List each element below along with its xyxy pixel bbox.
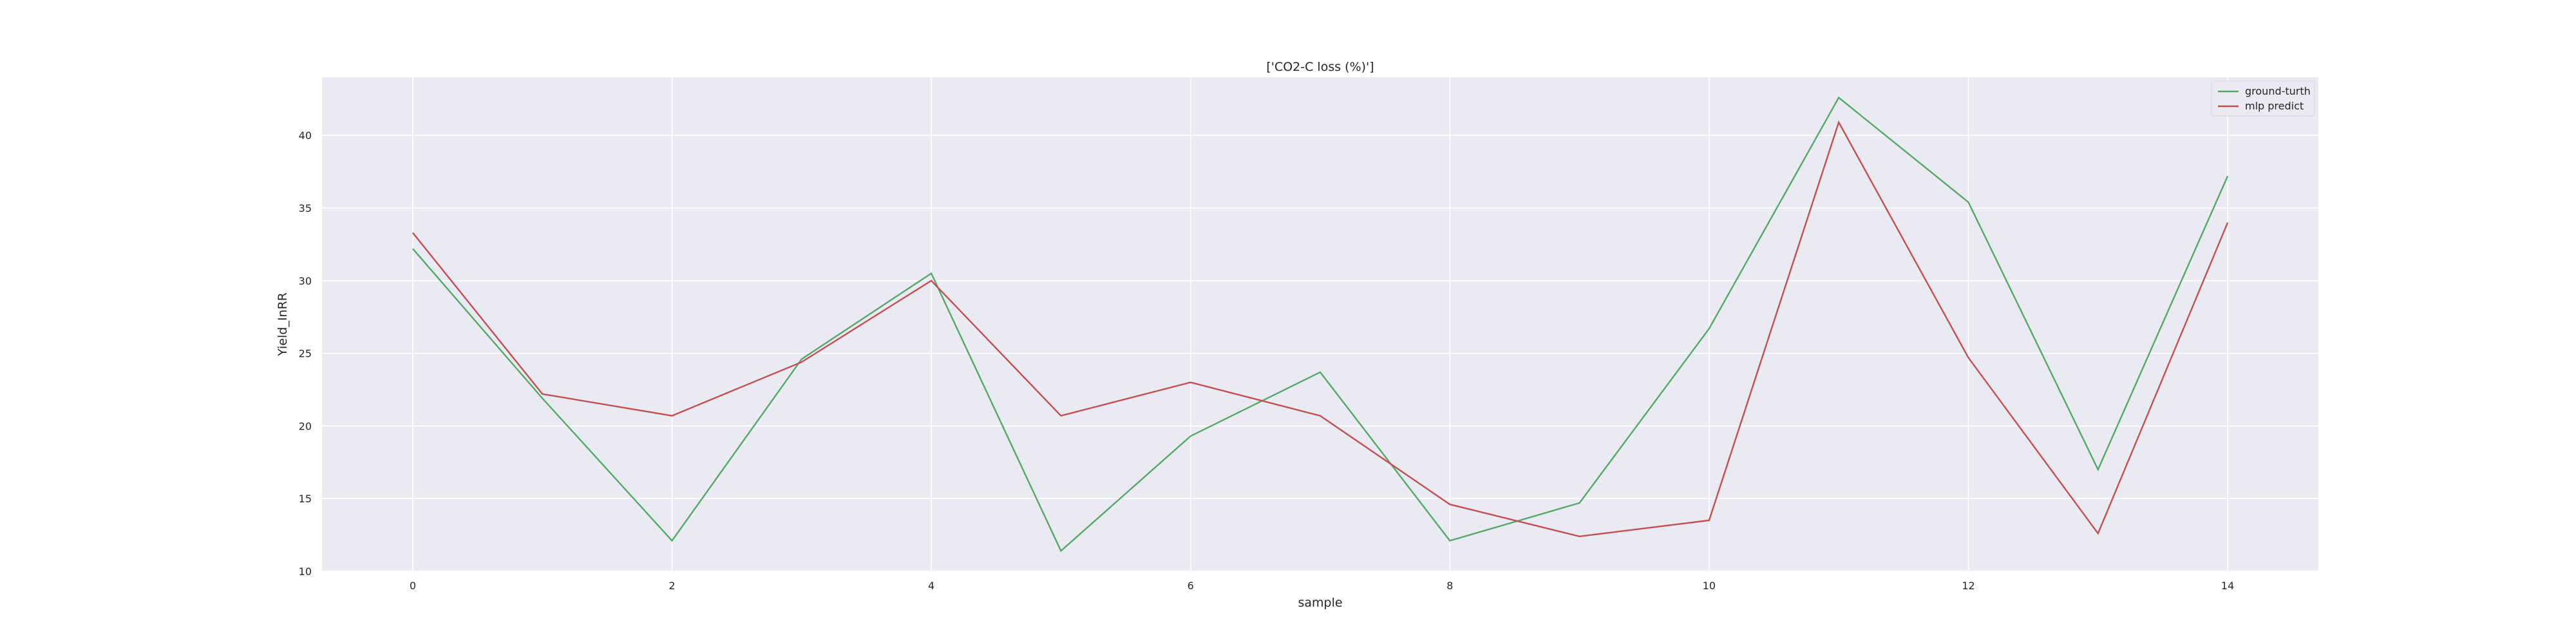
y-tick-label: 30 <box>299 275 312 287</box>
legend-label: ground-turth <box>2245 85 2311 97</box>
x-tick-label: 6 <box>1188 580 1194 592</box>
series-lines <box>412 96 2229 553</box>
legend-label: mlp predict <box>2245 100 2304 112</box>
series-line-2 <box>412 120 2229 538</box>
y-axis-label: Yield_InRR <box>276 292 290 357</box>
x-axis-label: sample <box>1298 596 1342 610</box>
y-tick-label: 35 <box>299 202 312 214</box>
grid-lines <box>322 77 2318 572</box>
x-tick-label: 8 <box>1446 580 1453 592</box>
y-tick-label: 25 <box>299 348 312 360</box>
x-tick-label: 14 <box>2221 580 2234 592</box>
chart-title: ['CO2-C loss (%)'] <box>1266 60 1374 74</box>
legend-box <box>2211 80 2315 117</box>
y-tick-label: 40 <box>299 129 312 142</box>
legend: ground-turth mlp predict <box>2211 80 2315 117</box>
y-tick-label: 15 <box>299 493 312 505</box>
y-tick-label: 20 <box>299 420 312 432</box>
x-axis-ticks: 0 2 4 6 8 10 12 14 <box>410 580 2234 592</box>
series-line-1 <box>412 96 2229 553</box>
x-tick-label: 2 <box>668 580 675 592</box>
y-tick-label: 10 <box>299 565 312 578</box>
y-axis-ticks: 10 15 20 25 30 35 40 <box>299 129 312 578</box>
x-tick-label: 12 <box>1962 580 1975 592</box>
x-tick-label: 10 <box>1703 580 1716 592</box>
plot-area <box>322 77 2318 571</box>
x-tick-label: 4 <box>928 580 934 592</box>
x-tick-label: 0 <box>410 580 416 592</box>
